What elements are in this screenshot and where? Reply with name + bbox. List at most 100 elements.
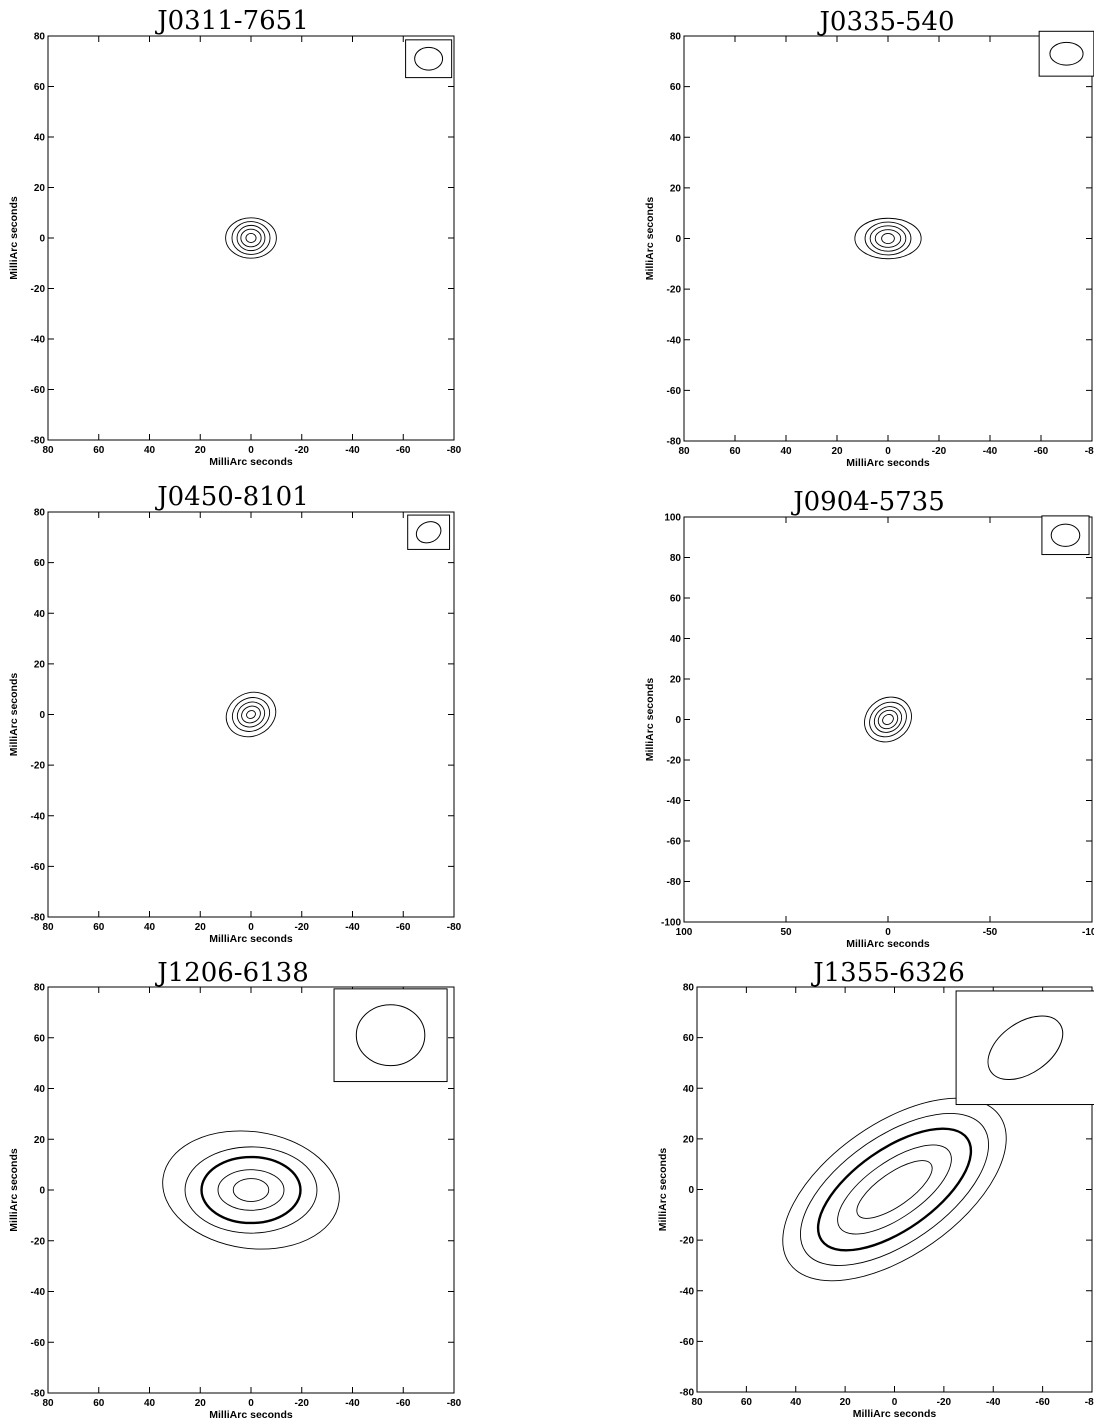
y-tick-label: 60 (683, 1033, 695, 1044)
contour-level-1 (864, 696, 912, 743)
beam-inset-box (407, 514, 451, 550)
beam-inset-box (1041, 515, 1090, 556)
x-axis-label: MilliArc seconds (209, 1409, 293, 1421)
x-tick-label: 40 (144, 922, 156, 933)
y-tick-label: -80 (680, 1388, 695, 1399)
x-tick-label: 60 (93, 1398, 105, 1409)
y-tick-label: -80 (31, 1389, 46, 1400)
x-tick-label: -80 (447, 1398, 462, 1409)
y-tick-label: -40 (667, 796, 682, 807)
x-tick-label: 40 (144, 1398, 156, 1409)
y-tick-label: -20 (31, 284, 46, 295)
contour-level-5 (245, 233, 257, 243)
contour-level-2 (799, 1113, 990, 1266)
x-axis-label: MilliArc seconds (846, 457, 930, 469)
beam-inset-box (955, 990, 1094, 1106)
x-tick-label: 0 (248, 445, 254, 456)
x-axis-label: MilliArc seconds (846, 938, 930, 950)
x-tick-label: -80 (447, 445, 462, 456)
plot-frame (683, 35, 1093, 442)
panel-6: J1355-6326806040200-20-40-60-80806040200… (657, 958, 1094, 1420)
x-tick-label: 20 (195, 1398, 207, 1409)
x-tick-label: 80 (691, 1397, 703, 1408)
y-tick-label: -40 (667, 335, 682, 346)
x-axis-label: MilliArc seconds (209, 456, 293, 468)
y-tick-label: 60 (670, 594, 682, 605)
y-tick-label: -20 (680, 1236, 695, 1247)
contour-level-3 (200, 1155, 302, 1225)
y-tick-label: -40 (31, 811, 46, 822)
contour-level-3 (816, 1127, 973, 1252)
y-tick-label: 60 (670, 82, 682, 93)
y-tick-label: 80 (34, 983, 46, 994)
plot-frame (47, 511, 455, 918)
x-tick-label: 40 (790, 1397, 802, 1408)
x-tick-label: 0 (892, 1397, 898, 1408)
contour-level-2 (869, 701, 907, 738)
x-tick-label: -40 (983, 446, 998, 457)
y-axis-label: MilliArc seconds (8, 196, 20, 280)
contour-level-4 (837, 1144, 952, 1235)
x-tick-label: -50 (983, 927, 998, 938)
x-tick-label: 100 (676, 927, 693, 938)
x-tick-label: -60 (396, 922, 411, 933)
y-tick-label: 60 (34, 82, 46, 93)
x-tick-label: 20 (840, 1397, 852, 1408)
y-tick-label: -40 (31, 335, 46, 346)
x-tick-label: -60 (1035, 1397, 1050, 1408)
x-tick-label: -20 (295, 445, 310, 456)
beam-inset-box (1038, 30, 1094, 77)
y-tick-label: -60 (667, 386, 682, 397)
x-tick-label: 0 (885, 446, 891, 457)
x-tick-label: -100 (1082, 927, 1094, 938)
y-tick-label: -80 (667, 437, 682, 448)
y-tick-label: 100 (664, 513, 681, 524)
contour-level-5 (232, 1178, 270, 1202)
y-tick-label: 20 (670, 183, 682, 194)
y-tick-label: -60 (31, 385, 46, 396)
contour-level-4 (874, 229, 902, 248)
beam-ellipse (355, 1004, 426, 1067)
x-tick-label: 60 (93, 922, 105, 933)
y-tick-label: -20 (667, 285, 682, 296)
contour-level-5 (881, 232, 895, 245)
y-tick-label: 20 (34, 1135, 46, 1146)
contour-level-2 (231, 221, 271, 255)
y-tick-label: -60 (680, 1337, 695, 1348)
contour-level-5 (882, 714, 894, 725)
x-tick-label: 80 (678, 446, 690, 457)
contour-level-1 (162, 1130, 340, 1250)
panel-title: J0904-5735 (790, 487, 945, 517)
y-tick-label: -40 (31, 1287, 46, 1298)
x-tick-label: 60 (741, 1397, 753, 1408)
x-tick-label: -40 (986, 1397, 1001, 1408)
x-tick-label: 50 (780, 927, 792, 938)
y-tick-label: 20 (683, 1134, 695, 1145)
contour-level-3 (236, 224, 266, 252)
x-tick-label: -40 (345, 922, 360, 933)
y-tick-label: 80 (34, 32, 46, 43)
y-axis-label: MilliArc seconds (8, 673, 20, 757)
y-tick-label: 40 (670, 634, 682, 645)
y-tick-label: -20 (667, 756, 682, 767)
contour-level-2 (231, 697, 271, 732)
panel-title: J0450-8101 (154, 482, 309, 512)
x-tick-label: 20 (831, 446, 843, 457)
y-tick-label: 60 (34, 1033, 46, 1044)
y-axis-label: MilliArc seconds (8, 1148, 20, 1232)
y-tick-label: 80 (34, 508, 46, 519)
x-tick-label: 80 (42, 1398, 54, 1409)
x-tick-label: -60 (1034, 446, 1049, 457)
x-tick-label: 20 (195, 445, 207, 456)
y-tick-label: 20 (34, 183, 46, 194)
x-tick-label: -60 (396, 445, 411, 456)
y-axis-label: MilliArc seconds (644, 678, 656, 762)
y-tick-label: -20 (31, 1236, 46, 1247)
x-tick-label: -20 (937, 1397, 952, 1408)
x-tick-label: 80 (42, 445, 54, 456)
y-axis-label: MilliArc seconds (657, 1148, 669, 1232)
